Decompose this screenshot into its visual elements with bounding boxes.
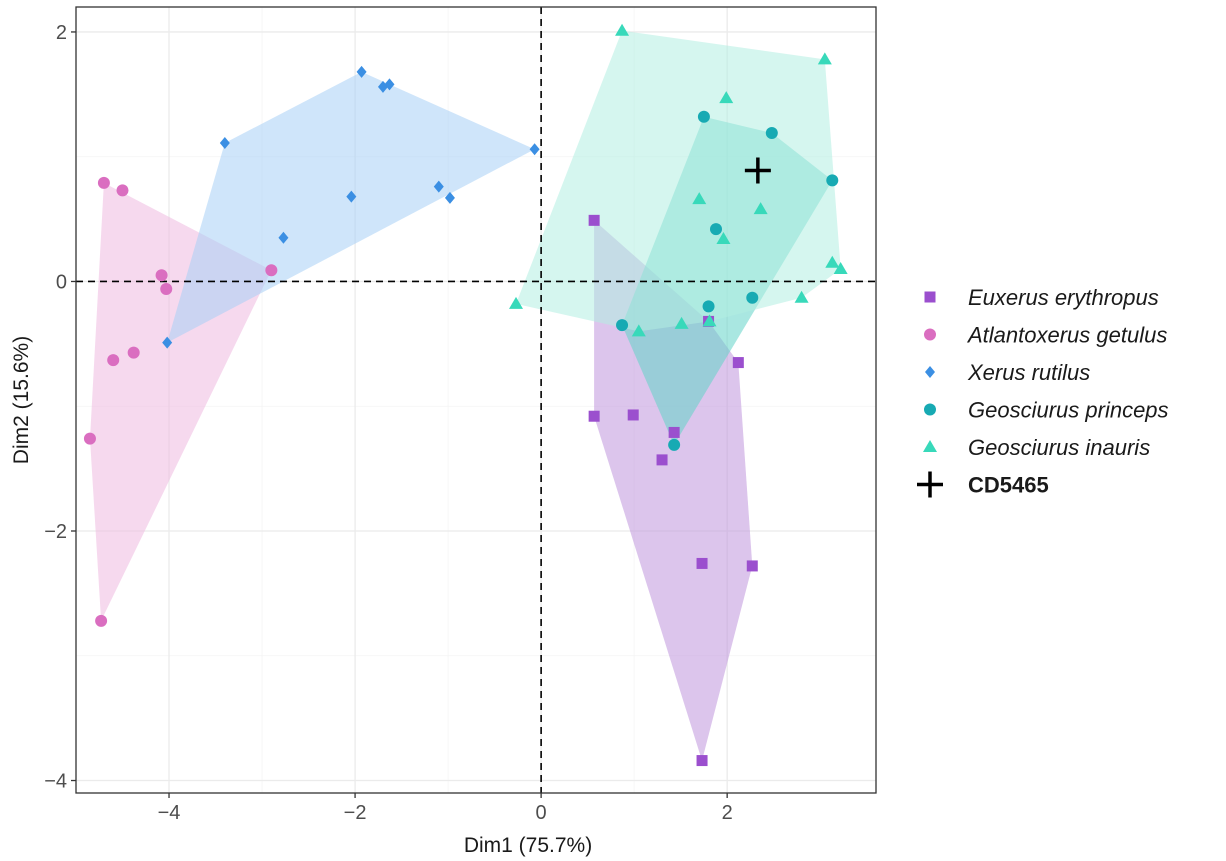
point-atlantoxerus-getulus	[155, 269, 168, 282]
x-tick-label: 2	[722, 802, 733, 824]
legend-label: Xerus rutilus	[967, 360, 1090, 385]
plot-border	[75, 6, 877, 794]
point-geosciurus-inauris	[509, 296, 523, 309]
axes: −4 −2 0 2 −4 −2 0 2	[44, 22, 733, 824]
point-geosciurus-inauris	[631, 324, 646, 337]
legend-key-atlantoxerus-getulus	[924, 328, 936, 341]
point-atlantoxerus-getulus	[83, 432, 96, 445]
point-atlantoxerus-getulus	[95, 614, 108, 627]
legend-key-geosciurus-princeps	[924, 403, 936, 416]
point-xerus-rutilus	[356, 65, 367, 78]
point-xerus-rutilus	[384, 78, 395, 91]
point-geosciurus-princeps	[668, 438, 681, 451]
point-euxerus-erythropus	[656, 454, 668, 466]
point-geosciurus-inauris	[833, 262, 848, 274]
point-xerus-rutilus	[346, 190, 357, 203]
point-geosciurus-inauris	[716, 232, 731, 245]
data-points	[83, 23, 848, 767]
point-geosciurus-princeps	[697, 110, 710, 123]
point-geosciurus-inauris	[753, 202, 768, 215]
legend-key-geosciurus-inauris	[923, 440, 937, 452]
point-geosciurus-princeps	[765, 127, 778, 140]
legend-label: Geosciurus inauris	[968, 435, 1150, 460]
point-xerus-rutilus	[529, 143, 540, 156]
point-geosciurus-princeps	[710, 223, 722, 236]
x-axis-title: Dim1 (75.7%)	[464, 834, 592, 857]
point-atlantoxerus-getulus	[127, 346, 140, 359]
point-euxerus-erythropus	[588, 214, 600, 226]
point-atlantoxerus-getulus	[265, 264, 278, 277]
point-geosciurus-inauris	[719, 91, 734, 104]
hull-xerus-rutilus	[167, 71, 535, 343]
point-euxerus-erythropus	[696, 557, 708, 569]
point-geosciurus-inauris	[674, 316, 689, 329]
point-atlantoxerus-getulus	[97, 176, 110, 189]
point-geosciurus-princeps	[826, 174, 839, 187]
point-geosciurus-inauris	[692, 192, 707, 205]
legend-key-euxerus-erythropus	[924, 291, 936, 303]
x-tick-label: 0	[536, 802, 547, 824]
point-euxerus-erythropus	[732, 357, 744, 369]
point-geosciurus-inauris	[615, 23, 630, 36]
legend: Euxerus erythropus Atlantoxerus getulus Xe…	[917, 285, 1169, 498]
y-axis-title: Dim2 (15.6%)	[10, 336, 33, 464]
point-geosciurus-princeps	[702, 300, 715, 313]
legend-label: CD5465	[968, 473, 1049, 498]
reference-lines	[76, 7, 876, 793]
point-atlantoxerus-getulus	[116, 184, 129, 197]
y-tick-label: 2	[56, 22, 67, 44]
point-geosciurus-inauris	[817, 52, 832, 65]
legend-label: Geosciurus princeps	[968, 398, 1169, 423]
legend-key-xerus-rutilus	[925, 366, 935, 378]
point-geosciurus-inauris	[794, 290, 809, 303]
point-xerus-rutilus	[444, 191, 455, 204]
point-geosciurus-princeps	[746, 291, 759, 304]
point-euxerus-erythropus	[627, 409, 639, 421]
point-atlantoxerus-getulus	[160, 282, 173, 295]
y-tick-label: −2	[44, 521, 67, 543]
point-xerus-rutilus	[219, 136, 230, 149]
legend-label: Euxerus erythropus	[968, 285, 1159, 310]
point-atlantoxerus-getulus	[107, 354, 120, 367]
y-tick-label: −4	[44, 771, 67, 793]
hull-geosciurus-inauris	[516, 30, 841, 332]
y-tick-label: 0	[56, 271, 67, 293]
point-euxerus-erythropus	[668, 426, 680, 438]
point-xerus-rutilus	[162, 336, 173, 349]
legend-label: Atlantoxerus getulus	[966, 323, 1167, 348]
point-geosciurus-princeps	[616, 319, 629, 332]
x-tick-label: −2	[344, 802, 367, 824]
point-euxerus-erythropus	[746, 560, 758, 572]
point-euxerus-erythropus	[696, 755, 708, 767]
point-xerus-rutilus	[278, 231, 289, 244]
point-cd5465	[744, 157, 771, 184]
point-xerus-rutilus	[433, 180, 444, 193]
point-geosciurus-inauris	[825, 255, 840, 268]
legend-key-cd5465	[917, 471, 943, 498]
point-geosciurus-inauris	[702, 314, 717, 327]
point-euxerus-erythropus	[588, 410, 600, 422]
x-tick-label: −4	[158, 802, 181, 824]
